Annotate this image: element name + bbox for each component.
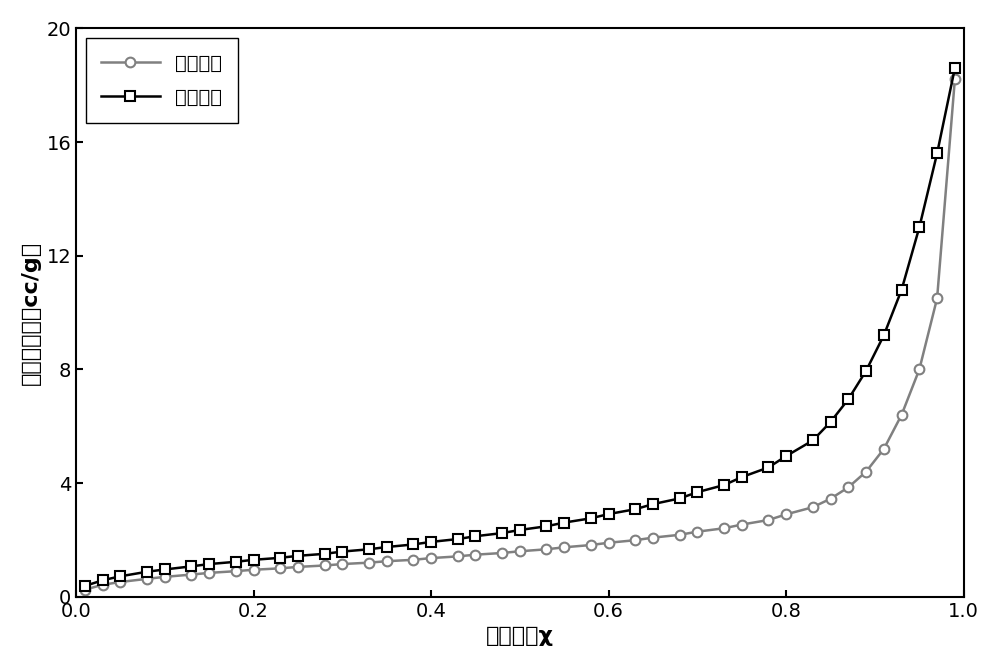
脱附曲线 xyxy=(514,526,526,534)
脱附曲线 xyxy=(931,149,943,157)
吸附曲线 xyxy=(203,569,215,577)
吸附曲线 xyxy=(736,520,748,528)
吸附曲线 xyxy=(585,541,597,549)
Line: 脱附曲线: 脱附曲线 xyxy=(80,63,960,591)
吸附曲线 xyxy=(159,573,171,581)
吸附曲线 xyxy=(496,549,508,557)
脱附曲线 xyxy=(425,538,437,546)
脱附曲线 xyxy=(141,568,153,576)
脱附曲线 xyxy=(159,566,171,574)
吸附曲线 xyxy=(469,551,481,559)
吸附曲线 xyxy=(79,586,91,594)
脱附曲线 xyxy=(292,552,304,560)
X-axis label: 相对压力χ: 相对压力χ xyxy=(486,626,554,646)
脱附曲线 xyxy=(647,500,659,508)
脱附曲线 xyxy=(674,494,686,502)
脱附曲线 xyxy=(363,546,375,554)
吸附曲线 xyxy=(114,578,126,586)
吸附曲线 xyxy=(514,548,526,556)
脱附曲线 xyxy=(540,522,552,530)
吸附曲线 xyxy=(949,75,961,83)
吸附曲线 xyxy=(97,581,109,589)
脱附曲线 xyxy=(896,285,908,293)
吸附曲线 xyxy=(825,495,837,503)
吸附曲线 xyxy=(381,557,393,565)
脱附曲线 xyxy=(336,548,348,556)
脱附曲线 xyxy=(691,488,703,496)
吸附曲线 xyxy=(718,524,730,532)
脱附曲线 xyxy=(629,505,641,513)
吸附曲线 xyxy=(931,294,943,302)
脱附曲线 xyxy=(585,514,597,522)
脱附曲线 xyxy=(248,556,260,564)
吸附曲线 xyxy=(274,564,286,572)
脱附曲线 xyxy=(452,535,464,543)
脱附曲线 xyxy=(558,518,570,526)
吸附曲线 xyxy=(230,567,242,575)
吸附曲线 xyxy=(452,552,464,560)
吸附曲线 xyxy=(248,566,260,574)
脱附曲线 xyxy=(736,473,748,481)
吸附曲线 xyxy=(860,468,872,476)
脱附曲线 xyxy=(949,64,961,72)
脱附曲线 xyxy=(203,560,215,568)
吸附曲线 xyxy=(425,554,437,562)
吸附曲线 xyxy=(292,563,304,571)
吸附曲线 xyxy=(674,531,686,539)
脱附曲线 xyxy=(878,331,890,340)
脱附曲线 xyxy=(807,436,819,444)
脱附曲线 xyxy=(842,396,854,404)
吸附曲线 xyxy=(407,556,419,564)
吸附曲线 xyxy=(878,445,890,453)
吸附曲线 xyxy=(691,528,703,536)
Line: 吸附曲线: 吸附曲线 xyxy=(80,75,960,594)
Y-axis label: 氯气吸附量（cc/g）: 氯气吸附量（cc/g） xyxy=(21,241,41,385)
Legend: 吸附曲线, 脱附曲线: 吸附曲线, 脱附曲线 xyxy=(86,38,238,123)
吸附曲线 xyxy=(762,516,774,524)
脱附曲线 xyxy=(79,582,91,590)
吸附曲线 xyxy=(647,534,659,542)
吸附曲线 xyxy=(363,559,375,567)
脱附曲线 xyxy=(185,562,197,570)
脱附曲线 xyxy=(274,554,286,562)
吸附曲线 xyxy=(896,411,908,419)
脱附曲线 xyxy=(469,532,481,540)
脱附曲线 xyxy=(718,481,730,489)
吸附曲线 xyxy=(141,575,153,583)
脱附曲线 xyxy=(603,510,615,518)
脱附曲线 xyxy=(97,576,109,584)
吸附曲线 xyxy=(540,546,552,554)
吸附曲线 xyxy=(336,560,348,568)
脱附曲线 xyxy=(230,558,242,566)
脱附曲线 xyxy=(381,543,393,551)
吸附曲线 xyxy=(780,510,792,518)
吸附曲线 xyxy=(629,536,641,544)
脱附曲线 xyxy=(825,418,837,426)
吸附曲线 xyxy=(807,503,819,511)
脱附曲线 xyxy=(762,464,774,472)
脱附曲线 xyxy=(407,540,419,548)
吸附曲线 xyxy=(842,484,854,492)
脱附曲线 xyxy=(860,367,872,375)
脱附曲线 xyxy=(913,223,925,231)
吸附曲线 xyxy=(558,544,570,552)
吸附曲线 xyxy=(913,366,925,374)
吸附曲线 xyxy=(185,570,197,578)
脱附曲线 xyxy=(780,452,792,460)
脱附曲线 xyxy=(496,529,508,537)
脱附曲线 xyxy=(319,550,331,558)
吸附曲线 xyxy=(603,539,615,547)
脱附曲线 xyxy=(114,572,126,580)
吸附曲线 xyxy=(319,562,331,570)
